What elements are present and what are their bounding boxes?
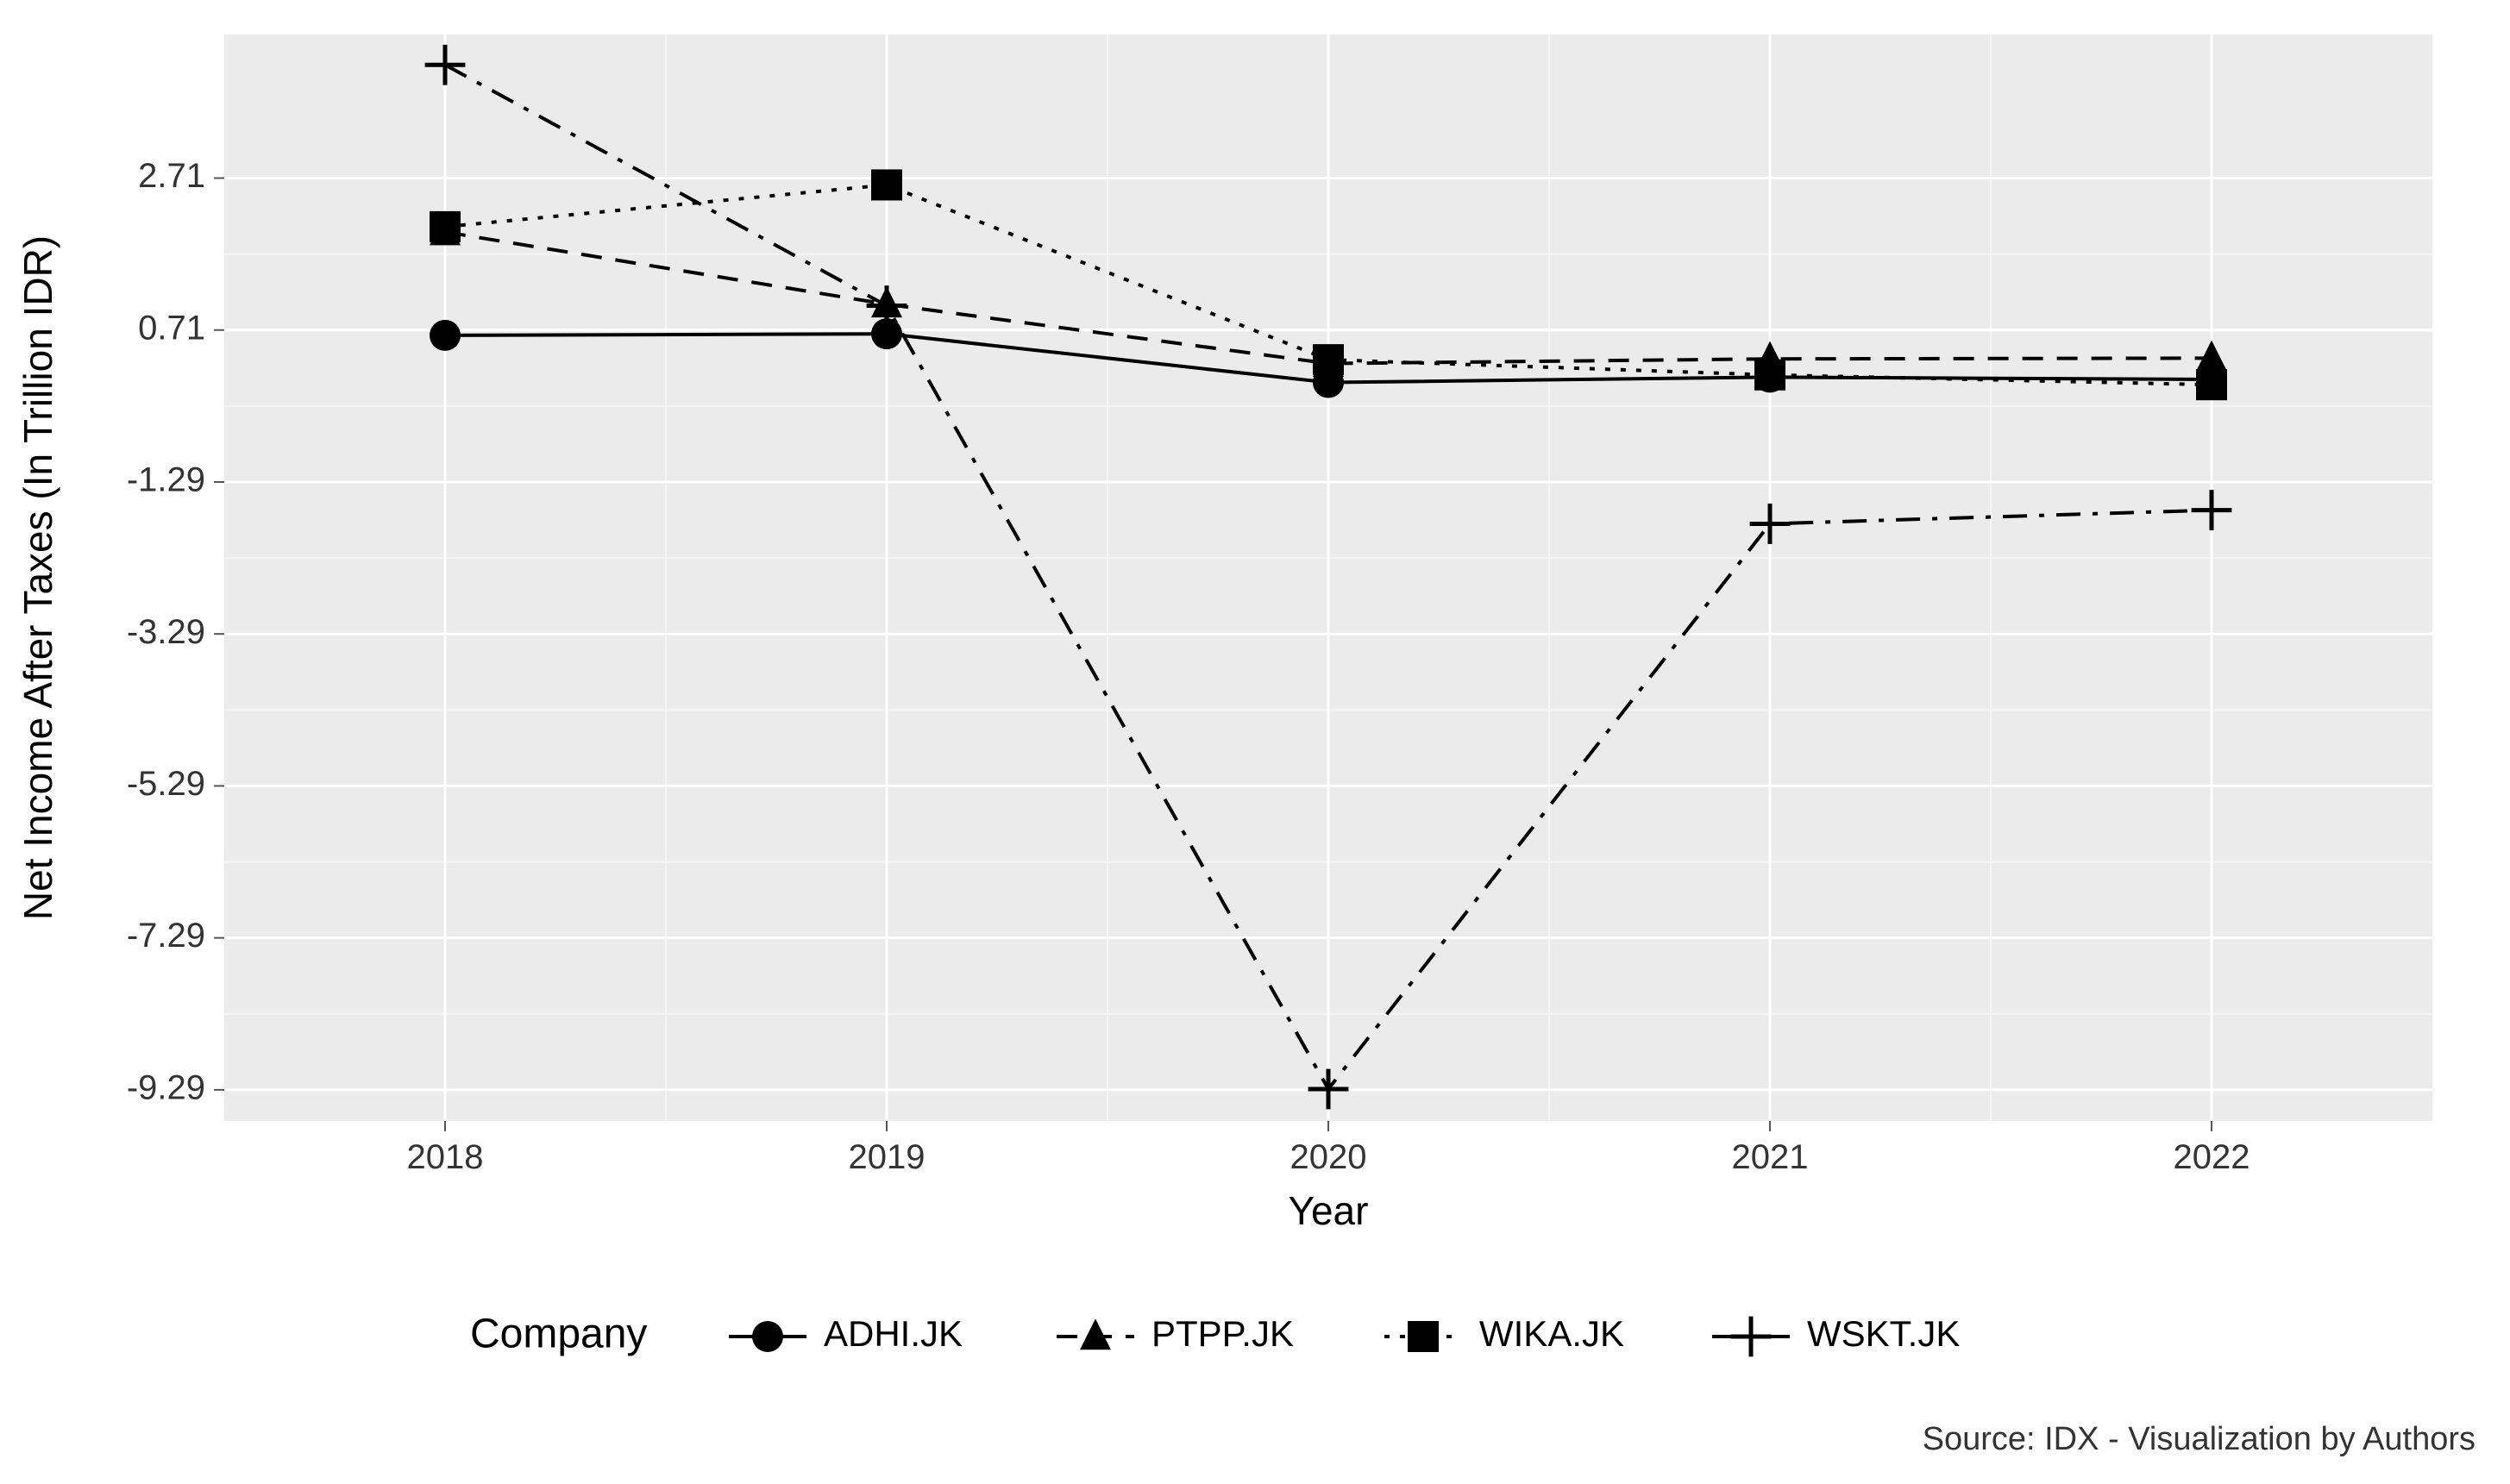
chart-container: -9.29 -7.29 -5.29 -3.29 -1.29 0.71 2.71 Net Inc… (0, 0, 2510, 1484)
legend-item-WSKT.JK: WSKT.JK (1712, 1313, 1960, 1356)
legend-label: PTPP.JK (1151, 1313, 1294, 1354)
y-tick-label: -7.29 (127, 917, 205, 955)
legend-label: WIKA.JK (1479, 1313, 1624, 1354)
y-axis: -9.29 -7.29 -5.29 -3.29 -1.29 0.71 2.71 (127, 157, 224, 1106)
x-tick-label: 2019 (849, 1138, 926, 1176)
y-tick-label: 2.71 (138, 157, 205, 195)
x-tick-label: 2021 (1732, 1138, 1809, 1176)
legend-item-ADHI.JK: ADHI.JK (729, 1313, 963, 1354)
legend-item-WIKA.JK: WIKA.JK (1384, 1313, 1624, 1354)
x-tick-label: 2022 (2174, 1138, 2250, 1176)
x-tick-label: 2020 (1290, 1138, 1367, 1176)
source-note: Source: IDX - Visualization by Authors (1923, 1421, 2475, 1457)
y-tick-label: 0.71 (138, 309, 205, 347)
x-axis-title: Year (1289, 1188, 1369, 1233)
y-tick-label: -9.29 (127, 1068, 205, 1106)
x-axis: 2018 2019 2020 2021 2022 (407, 1121, 2250, 1176)
legend-label: WSKT.JK (1807, 1313, 1960, 1354)
legend-label: ADHI.JK (824, 1313, 963, 1354)
legend-title: Company (470, 1312, 647, 1357)
y-tick-label: -3.29 (127, 613, 205, 651)
y-tick-label: -1.29 (127, 461, 205, 499)
y-axis-title: Net Income After Taxes (In Trillion IDR) (16, 235, 60, 920)
y-tick-label: -5.29 (127, 765, 205, 803)
legend-item-PTPP.JK: PTPP.JK (1057, 1313, 1294, 1354)
line-chart: -9.29 -7.29 -5.29 -3.29 -1.29 0.71 2.71 Net Inc… (0, 0, 2510, 1484)
x-tick-label: 2018 (407, 1138, 484, 1176)
legend: Company ADHI.JK PTPP.JK WIKA.JK WSKT.JK (470, 1312, 1960, 1357)
